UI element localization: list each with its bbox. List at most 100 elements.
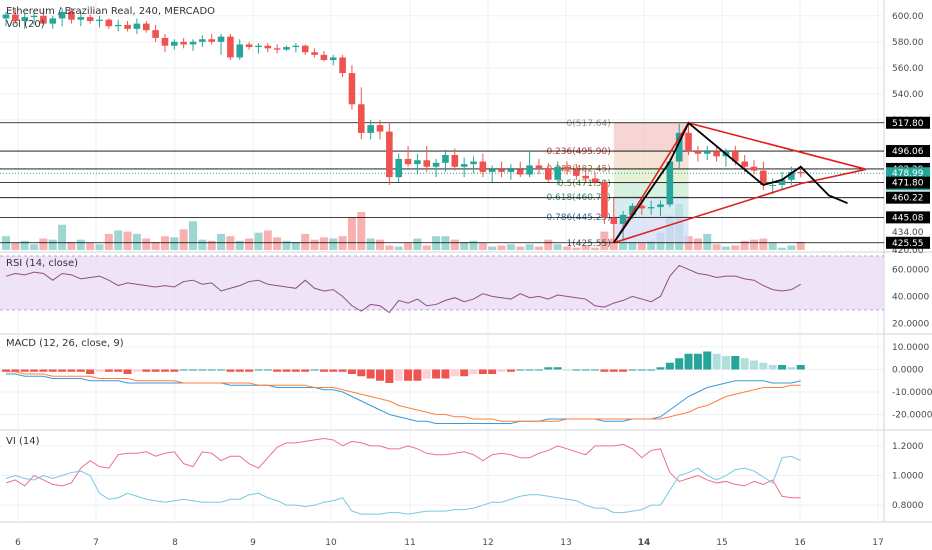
candle-body [21, 17, 28, 22]
x-tick-label: 13 [560, 538, 571, 548]
triangle-pattern [613, 122, 867, 244]
macd-histogram-bar [254, 369, 263, 371]
volume-bar [516, 246, 525, 250]
macd-histogram-bar [189, 369, 197, 371]
price-tag-label: 471.80 [892, 179, 924, 189]
price-tag [886, 145, 930, 158]
candle-body [376, 125, 384, 132]
x-tick-label: 9 [250, 538, 256, 548]
price-tag-label: 517.80 [892, 119, 924, 129]
candle-body [760, 170, 767, 185]
macd-histogram-bar [76, 369, 85, 372]
candle-body [395, 158, 402, 178]
macd-histogram-bar [628, 369, 637, 371]
macd-histogram-bar [441, 369, 450, 379]
volume-bar [132, 233, 141, 250]
candle-body [367, 125, 374, 133]
fib-level-label: 1(425.55) [567, 239, 611, 249]
volume-bar [581, 245, 590, 250]
volume-bar [114, 230, 123, 250]
macd-histogram-bar [95, 369, 104, 372]
drawn-pattern[interactable] [613, 121, 867, 244]
macd-histogram-bar [142, 369, 151, 372]
macd-histogram-bar [39, 369, 48, 372]
candle-body [339, 57, 346, 74]
macd-histogram-bar [506, 369, 515, 372]
volume-bar [20, 240, 29, 250]
macd-histogram-bar [759, 362, 768, 370]
volume-bar [282, 240, 291, 250]
price-tag [886, 116, 930, 129]
volume-bar [104, 233, 113, 250]
x-tick-label: 8 [172, 538, 178, 548]
candle-body [386, 131, 393, 178]
volume-bar [319, 237, 328, 250]
candle-body [778, 179, 786, 185]
macd-histogram-bar [338, 369, 347, 372]
candle-body [161, 37, 169, 46]
macd-histogram-bar [58, 369, 67, 372]
price-tick-label: 434.00 [892, 228, 924, 238]
volume-bar [142, 238, 151, 250]
volume-bar [563, 246, 571, 250]
price-tick-label: 560.00 [892, 64, 924, 74]
volume-bar [291, 241, 300, 250]
fib-level-label: 0.5(471.59) [558, 179, 611, 189]
macd-histogram-bar [20, 369, 29, 372]
price-tick-label: 600.00 [892, 12, 924, 22]
macd-histogram-bar [11, 369, 20, 372]
macd-histogram-bar [357, 369, 366, 377]
macd-histogram-bar [198, 369, 207, 371]
volume-bar [647, 240, 656, 250]
volume-bar [469, 240, 478, 250]
volume-bar [591, 247, 600, 250]
macd-histogram-bar [609, 369, 618, 372]
candle-body [741, 161, 748, 167]
candle-body [666, 161, 674, 205]
macd-histogram-bar [413, 369, 422, 381]
macd-histogram-bar [160, 369, 169, 372]
candle-body [657, 204, 664, 208]
volume-bar [254, 232, 263, 250]
candle-body [245, 44, 253, 48]
macd-histogram-bar [553, 367, 562, 370]
volume-bar [787, 245, 796, 250]
macd-histogram-bar [703, 351, 712, 370]
candle-body [142, 23, 150, 31]
volume-bar [450, 239, 459, 250]
candle-body [507, 169, 515, 172]
macd-histogram-bar [469, 369, 478, 374]
zigzag-path [613, 121, 848, 244]
macd-histogram-bar [151, 369, 160, 372]
volume-bar [637, 243, 646, 250]
volume-bar [273, 237, 282, 250]
x-tick-label: 7 [93, 538, 99, 548]
volume-bar [619, 239, 628, 250]
horizontal-levels[interactable] [0, 122, 884, 244]
volume-bar [198, 239, 207, 250]
macd-histogram-bar [721, 356, 730, 370]
macd-histogram-bar [619, 369, 628, 372]
macd-histogram-bar [450, 369, 459, 377]
price-tick-label: 420.00 [892, 246, 924, 256]
macd-histogram-bar [123, 369, 132, 374]
rsi-panel [0, 255, 884, 314]
volume-bar [170, 237, 179, 250]
macd-histogram-bar [329, 369, 338, 372]
candle-body [498, 169, 505, 172]
volume-bar [460, 241, 469, 250]
candle-body [273, 48, 281, 50]
volume-bar [600, 231, 609, 250]
candle-body [591, 178, 599, 183]
macd-histogram-bar [432, 369, 441, 379]
volume-bar [572, 247, 581, 250]
macd-histogram-bar [366, 369, 375, 379]
macd-histogram-bar [693, 353, 702, 370]
candle-body [30, 15, 38, 18]
macd-histogram-bar [460, 369, 469, 377]
macd-histogram-bar [385, 369, 394, 383]
macd-histogram-bar [226, 369, 235, 372]
candle-body [77, 17, 85, 20]
fib-level-label: 0.786(445.25) [546, 213, 610, 223]
